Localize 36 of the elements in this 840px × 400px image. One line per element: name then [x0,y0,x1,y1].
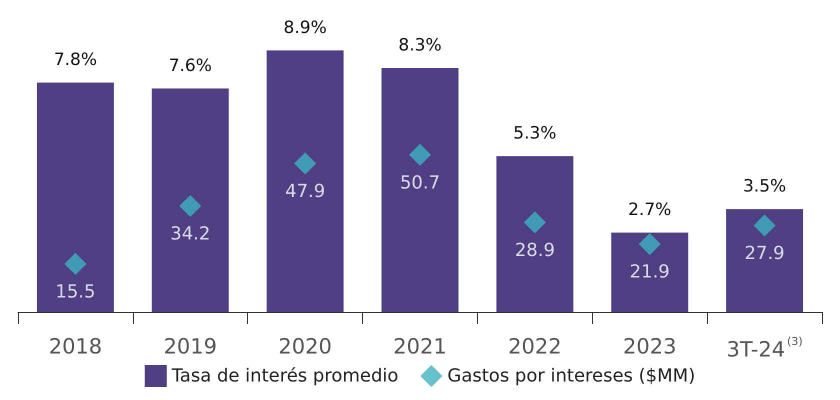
data-label: 8.3% [398,35,442,56]
data-label: 34.2 [170,223,210,244]
x-tick-label: 2022 [508,334,562,358]
point [754,214,776,236]
x-tick-label: 2021 [393,334,447,358]
point [64,252,86,275]
bar [382,68,458,312]
bar [611,232,688,312]
data-label: 15.5 [55,281,96,302]
data-label: 8.9% [284,18,327,38]
data-label: 50.7 [400,172,440,194]
x-tick-label: 2023 [622,334,676,358]
bar [36,82,114,312]
data-label: 47.9 [285,180,326,202]
x-tick-label: 2019 [164,334,218,358]
data-label: 21.9 [630,262,670,283]
data-label: 28.9 [514,240,555,261]
data-label: 5.3% [513,124,556,144]
point [409,144,431,166]
legend-label: Tasa de interés promedio [170,366,398,386]
point [179,194,202,217]
data-label: 3.5% [742,176,786,197]
x-tick-label: 2018 [48,334,102,358]
bar [152,88,229,312]
point [638,233,661,256]
bar [726,209,804,312]
data-label: 27.9 [744,242,785,264]
point [294,152,316,174]
bar [496,156,574,312]
bar [266,50,344,312]
legend-label: Gastos por intereses ($MM) [447,366,696,386]
data-label: 7.6% [168,56,212,76]
data-label: 7.8% [54,50,98,70]
x-tick-label: 2020 [278,334,332,358]
point [524,211,546,234]
data-label: 2.7% [628,200,672,220]
